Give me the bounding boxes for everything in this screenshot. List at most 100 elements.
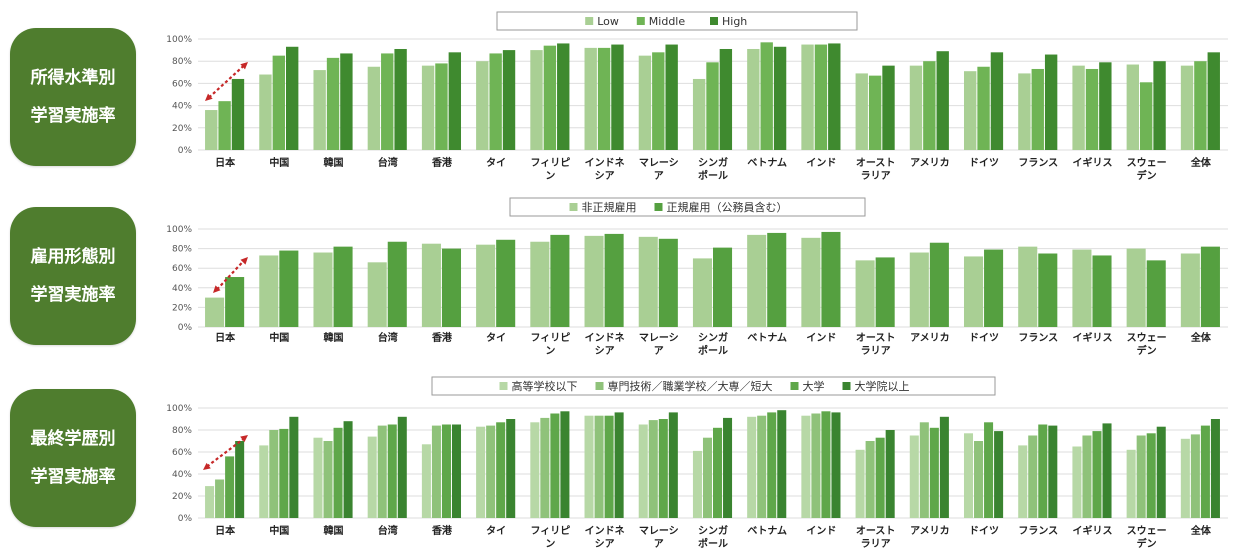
bar bbox=[828, 43, 841, 150]
bar bbox=[597, 47, 611, 150]
bar bbox=[421, 65, 435, 150]
y-tick-label: 100% bbox=[166, 35, 192, 45]
bar bbox=[1102, 423, 1112, 518]
y-tick-label: 100% bbox=[166, 225, 192, 235]
bar bbox=[451, 424, 462, 518]
bar bbox=[269, 430, 279, 518]
bar bbox=[1072, 446, 1082, 518]
legend-label: 正規雇用（公務員含む） bbox=[667, 200, 788, 214]
category-label: 日本 bbox=[215, 156, 236, 169]
legend-label: 高等学校以下 bbox=[512, 379, 578, 393]
category-label: ドイツ bbox=[969, 525, 999, 537]
category-label: スウェーデン bbox=[1127, 157, 1167, 182]
bar bbox=[1190, 434, 1200, 518]
category-label: フィリピン bbox=[530, 332, 570, 357]
bar bbox=[638, 236, 658, 327]
bar bbox=[994, 431, 1004, 518]
bar bbox=[821, 231, 841, 327]
bar bbox=[550, 234, 570, 327]
bar bbox=[1018, 73, 1031, 150]
bar bbox=[218, 101, 231, 150]
bar bbox=[272, 55, 286, 150]
y-tick-label: 100% bbox=[166, 404, 192, 414]
bar bbox=[604, 415, 614, 518]
panel-label-education: 最終学歴別 学習実施率 bbox=[10, 389, 136, 527]
category-label: フィリピン bbox=[530, 525, 570, 549]
legend-label: 大学院以上 bbox=[855, 379, 910, 393]
bar bbox=[1072, 65, 1085, 150]
legend-swatch bbox=[790, 382, 799, 390]
bar bbox=[231, 78, 245, 150]
legend-swatch bbox=[842, 382, 851, 390]
bar bbox=[875, 437, 885, 518]
bar bbox=[811, 413, 821, 518]
category-label: 台湾 bbox=[378, 524, 398, 537]
legend: Low Middle High bbox=[496, 11, 858, 31]
category-label: インドネシア bbox=[585, 157, 625, 182]
bar bbox=[394, 48, 407, 150]
bar bbox=[1126, 248, 1146, 327]
bar bbox=[760, 42, 773, 150]
category-label: ドイツ bbox=[969, 332, 999, 344]
bar bbox=[205, 486, 215, 518]
bar bbox=[1200, 246, 1220, 327]
bar bbox=[963, 71, 977, 150]
bar bbox=[1092, 431, 1102, 518]
bar bbox=[381, 53, 394, 150]
y-tick-label: 80% bbox=[172, 245, 192, 255]
bar bbox=[1038, 424, 1048, 518]
bar bbox=[333, 246, 353, 327]
bar bbox=[313, 252, 333, 327]
bar bbox=[984, 422, 994, 518]
bar bbox=[757, 415, 767, 518]
bar bbox=[1207, 52, 1220, 150]
bar bbox=[550, 413, 560, 518]
bar bbox=[1038, 253, 1058, 327]
bar bbox=[638, 55, 652, 150]
bar bbox=[435, 63, 448, 150]
japan-gap-arrow bbox=[205, 62, 248, 101]
bar bbox=[313, 70, 326, 150]
category-label: シンガポール bbox=[698, 524, 728, 549]
bar bbox=[923, 61, 936, 151]
chart-employment-type: 0% 20% 40% 60% 80% 100% 日本 中国 韓国 台湾 香港 タイ フィリピンインドネシ… bbox=[166, 197, 1228, 357]
bar bbox=[1031, 68, 1044, 150]
bar bbox=[801, 415, 811, 518]
category-label: インドネシア bbox=[585, 525, 625, 549]
bar bbox=[279, 250, 299, 327]
bar bbox=[557, 43, 570, 150]
category-label: ドイツ bbox=[969, 157, 999, 169]
bar bbox=[963, 256, 984, 327]
bar bbox=[448, 52, 462, 150]
bar bbox=[259, 74, 272, 150]
bar bbox=[1028, 435, 1038, 518]
bar bbox=[882, 65, 895, 150]
bar bbox=[865, 441, 875, 518]
y-tick-label: 20% bbox=[172, 303, 192, 313]
bar bbox=[855, 449, 865, 518]
bar bbox=[584, 415, 594, 518]
bar bbox=[340, 53, 353, 150]
y-tick-label: 20% bbox=[172, 492, 192, 502]
bar bbox=[397, 416, 407, 518]
bar bbox=[323, 441, 333, 518]
category-label: オーストラリア bbox=[856, 525, 896, 549]
bar bbox=[215, 479, 225, 518]
category-label: タイ bbox=[486, 332, 506, 344]
bar bbox=[1092, 255, 1112, 327]
bar bbox=[723, 417, 733, 518]
panel-label-line2: 学習実施率 bbox=[30, 285, 116, 305]
bar bbox=[977, 66, 990, 150]
category-label: 全体 bbox=[1190, 156, 1212, 169]
bar bbox=[668, 412, 678, 518]
legend-label: 非正規雇用 bbox=[582, 200, 637, 214]
bar bbox=[604, 233, 624, 327]
bar bbox=[205, 110, 218, 150]
category-label: オーストラリア bbox=[856, 332, 896, 357]
bar bbox=[974, 441, 984, 518]
bar bbox=[767, 232, 787, 327]
legend-label: 専門技術／職業学校／大専／短大 bbox=[608, 379, 773, 393]
legend-swatch bbox=[654, 203, 663, 211]
bar bbox=[1136, 435, 1146, 518]
bar bbox=[777, 410, 787, 518]
